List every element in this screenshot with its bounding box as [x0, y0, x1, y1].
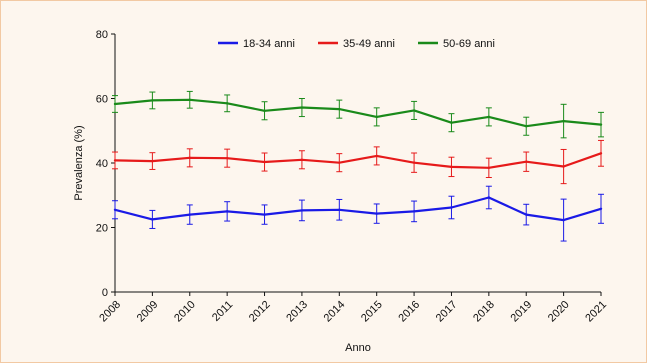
data-point: [412, 109, 416, 112]
data-point: [599, 207, 603, 210]
chart-legend: 18-34 anni 35-49 anni 50-69 anni: [218, 38, 495, 50]
y-tick-label: 0: [102, 287, 108, 299]
x-tick-label: 2020: [546, 299, 572, 325]
x-tick-label: 2019: [509, 299, 535, 325]
data-point: [450, 206, 453, 209]
legend-label: 50-69 anni: [443, 38, 495, 50]
y-tick-label: 20: [96, 223, 108, 235]
data-point: [151, 218, 154, 221]
series-1: [112, 139, 604, 185]
data-point: [487, 196, 491, 199]
x-tick-label: 2011: [210, 299, 235, 324]
x-tick-labels: 2008 2009 2010 2011 2012 2013 2014 2015 2016 2017…: [97, 292, 609, 324]
series-line: [114, 152, 602, 169]
data-point: [487, 166, 491, 170]
data-point: [412, 210, 416, 213]
data-point: [375, 212, 378, 215]
data-point: [450, 121, 453, 124]
legend-label: 35-49 anni: [343, 38, 395, 50]
x-tick-label: 2010: [172, 299, 198, 325]
x-tick-label: 2013: [284, 299, 310, 325]
data-point: [562, 218, 565, 222]
x-tick-label: 2015: [359, 299, 385, 325]
data-point: [225, 156, 229, 160]
x-tick-label: 2017: [434, 299, 460, 325]
data-point: [562, 119, 565, 123]
data-point: [599, 152, 603, 155]
data-point: [300, 209, 304, 212]
data-point: [487, 115, 491, 119]
data-point: [375, 115, 378, 119]
x-tick-label: 2012: [247, 299, 273, 325]
data-point: [263, 160, 266, 164]
y-tick-label: 60: [96, 94, 108, 106]
data-point: [225, 102, 229, 105]
y-tick-label: 80: [96, 29, 108, 41]
data-point: [338, 208, 341, 211]
data-point: [338, 107, 341, 111]
data-point: [113, 159, 117, 162]
data-point: [113, 208, 117, 211]
data-point: [599, 123, 603, 126]
x-tick-label: 2018: [471, 299, 497, 325]
data-point: [151, 159, 154, 163]
data-point: [300, 106, 304, 109]
data-point: [525, 160, 528, 163]
x-axis-title: Anno: [345, 342, 371, 354]
data-point: [225, 210, 229, 213]
series-2: [112, 90, 604, 139]
data-point: [375, 154, 378, 158]
data-point: [188, 98, 191, 101]
data-point: [562, 165, 565, 168]
data-point: [525, 213, 528, 216]
series-0: [112, 185, 604, 242]
legend-label: 18-34 anni: [243, 38, 295, 50]
x-tick-label: 2008: [97, 299, 123, 325]
x-tick-label: 2021: [583, 299, 609, 325]
x-tick-label: 2016: [396, 299, 422, 325]
data-point: [113, 102, 117, 106]
series-line: [114, 196, 602, 222]
y-tick-labels: 0 20 40 60 80: [96, 29, 115, 299]
series-layer: [112, 90, 604, 242]
series-line: [114, 98, 602, 128]
data-point: [263, 109, 266, 112]
data-point: [525, 125, 528, 128]
y-tick-label: 40: [96, 158, 108, 170]
data-point: [151, 99, 154, 102]
y-axis-title: Prevalenza (%): [73, 125, 85, 200]
data-point: [300, 158, 304, 161]
data-point: [412, 161, 416, 164]
x-tick-label: 2014: [322, 299, 348, 325]
x-tick-label: 2009: [135, 299, 161, 325]
data-point: [338, 161, 341, 164]
data-point: [450, 165, 453, 169]
data-point: [188, 156, 191, 160]
data-point: [188, 213, 191, 216]
data-point: [263, 213, 266, 216]
